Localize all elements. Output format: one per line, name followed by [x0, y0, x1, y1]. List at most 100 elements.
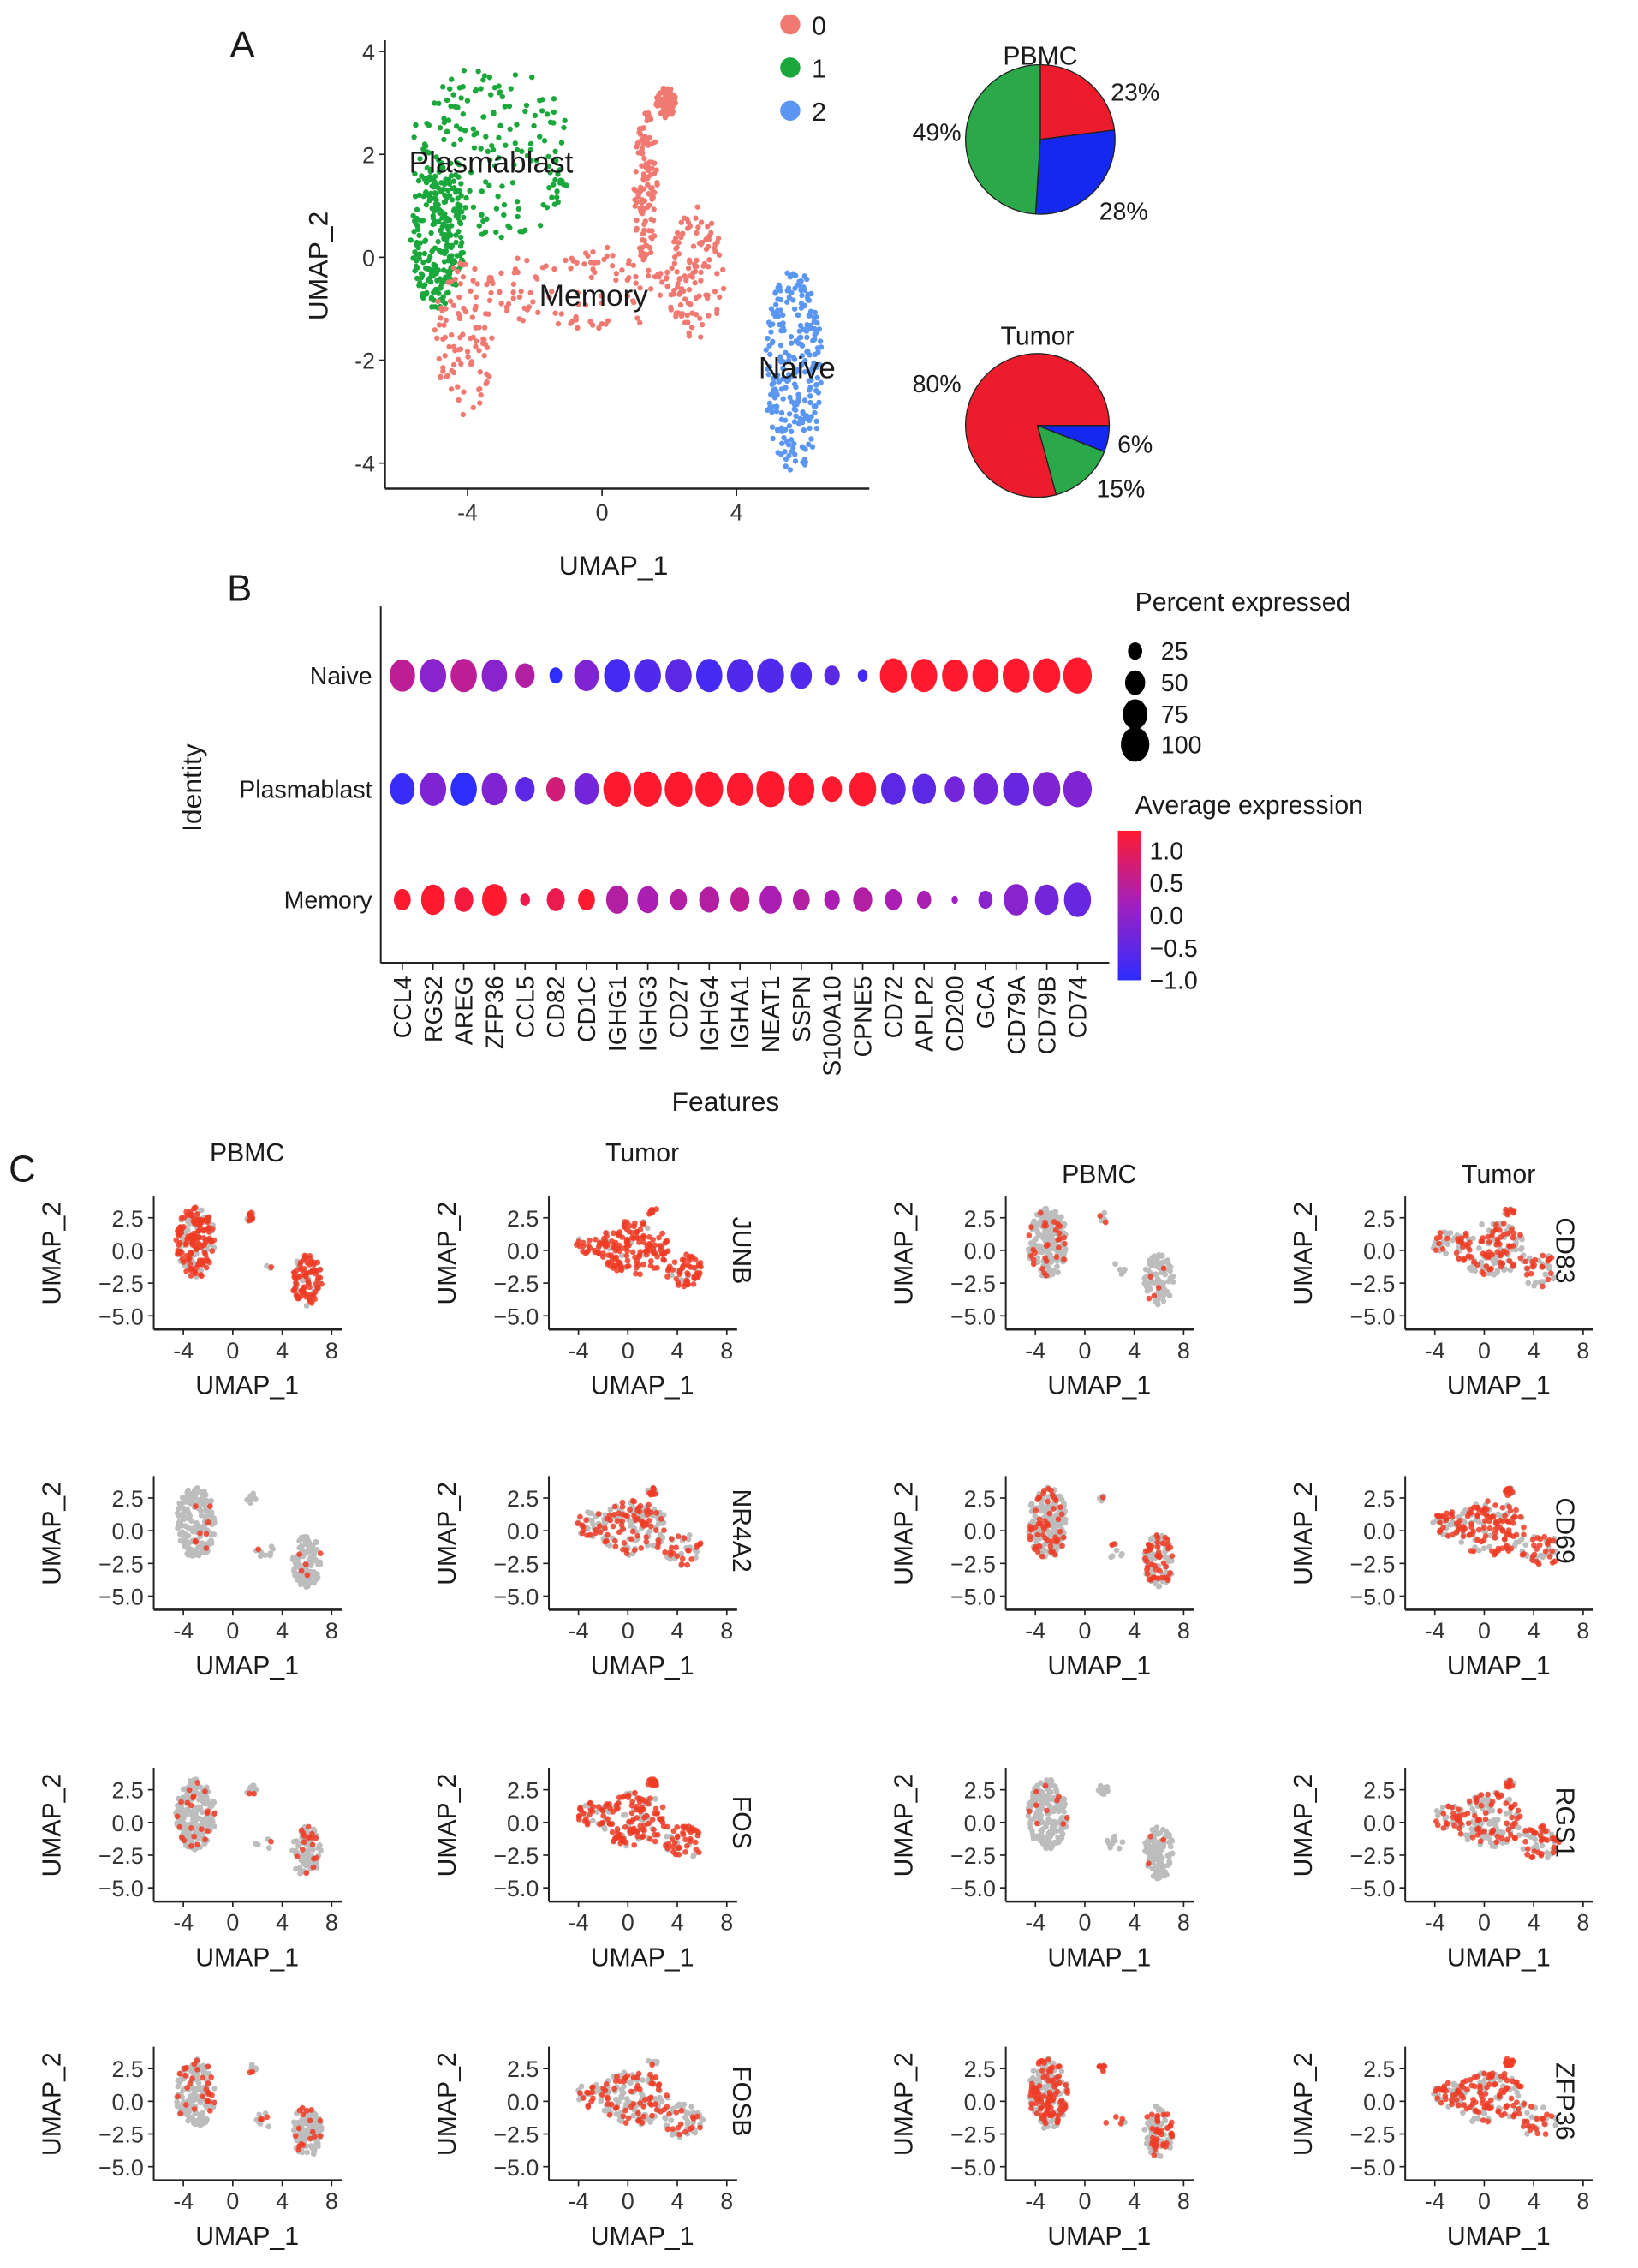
umap-point-cluster-0 [686, 257, 693, 263]
expressing-cell-point [685, 1271, 691, 1278]
umap-point-cluster-1 [420, 284, 426, 289]
umap-point-cluster-1 [487, 157, 493, 164]
cell-point [1146, 1280, 1152, 1287]
umap-point-cluster-0 [481, 325, 488, 331]
x-tick-label: 4 [671, 1618, 684, 1644]
expressing-cell-point [652, 1242, 658, 1249]
expressing-cell-point [1545, 1257, 1552, 1264]
umap-point-cluster-2 [799, 343, 806, 349]
expressing-cell-point [1516, 1813, 1523, 1820]
expressing-cell-point [1492, 1520, 1499, 1526]
umap-point-cluster-2 [777, 321, 783, 328]
umap-point-cluster-1 [460, 111, 467, 117]
cell-point [1031, 1242, 1038, 1248]
umap-point-cluster-1 [551, 109, 557, 116]
dot-memory-cpne5 [853, 887, 873, 912]
umap-point-cluster-1 [554, 194, 560, 200]
cell-point [1121, 1268, 1128, 1274]
expressing-cell-point [1521, 1550, 1527, 1557]
cell-point [1148, 1262, 1155, 1269]
y-tick-label: 2.5 [507, 1778, 539, 1804]
umap-point-cluster-1 [424, 149, 430, 155]
umap-point-cluster-0 [449, 331, 455, 338]
umap-point-cluster-0 [450, 265, 457, 271]
x-axis-label: UMAP_1 [1447, 1652, 1551, 1680]
umap-point-cluster-2 [785, 377, 792, 384]
umap-point-cluster-0 [716, 252, 723, 258]
umap-point-cluster-2 [804, 276, 810, 283]
expressing-cell-point [299, 1846, 306, 1853]
expressing-cell-point [1033, 1788, 1039, 1795]
umap-point-cluster-0 [458, 361, 464, 367]
expressing-cell-point [646, 1835, 653, 1842]
x-axis-label: UMAP_1 [1447, 1944, 1551, 1973]
umap-point-cluster-2 [791, 381, 798, 387]
umap-point-cluster-2 [781, 327, 787, 334]
expressing-cell-point [587, 1237, 593, 1244]
umap-point-cluster-2 [772, 386, 778, 392]
umap-point-cluster-0 [678, 285, 685, 292]
x-tick-label: -4 [1025, 1910, 1045, 1936]
expressing-cell-point [605, 1259, 611, 1266]
umap-point-cluster-2 [813, 403, 819, 409]
umap-point-cluster-2 [796, 335, 803, 341]
dot-plasmablast-cpne5 [849, 772, 877, 807]
umap-point-cluster-1 [446, 271, 453, 277]
expressing-cell-point [646, 1247, 653, 1254]
umap-point-cluster-2 [812, 337, 818, 343]
expressing-cell-point [1036, 1516, 1043, 1523]
expressing-cell-point [310, 1864, 317, 1871]
umap-point-cluster-0 [637, 285, 643, 291]
expressing-cell-point [1528, 1854, 1535, 1860]
expressing-cell-point [593, 1530, 599, 1537]
cell-point [1029, 1828, 1035, 1834]
umap-point-cluster-2 [788, 333, 795, 340]
umap-point-cluster-0 [521, 305, 527, 311]
umap-point-cluster-0 [510, 289, 516, 295]
umap-point-cluster-2 [782, 449, 788, 455]
cell-point [1525, 1280, 1532, 1286]
cell-point [317, 1842, 323, 1848]
umap-point-cluster-2 [768, 329, 774, 335]
expressing-cell-point [1549, 1548, 1556, 1555]
umap-point-cluster-0 [438, 315, 444, 321]
umap-point-cluster-0 [690, 270, 696, 276]
umap-point-cluster-2 [813, 382, 819, 388]
umap-point-cluster-2 [765, 335, 771, 342]
expressing-cell-point [612, 1537, 618, 1544]
expressing-cell-point [1027, 1523, 1033, 1530]
expressing-cell-point [1466, 1798, 1473, 1805]
expressing-cell-point [616, 1831, 623, 1838]
umap-point-cluster-2 [805, 348, 811, 355]
expressing-cell-point [1531, 1829, 1538, 1836]
umap-point-cluster-1 [511, 162, 517, 168]
expressing-cell-point [299, 1286, 306, 1293]
cell-point [1491, 1271, 1498, 1278]
expressing-cell-point [624, 1257, 631, 1264]
expressing-cell-point [192, 1204, 199, 1211]
expressing-cell-point [1504, 1836, 1510, 1843]
umap-point-cluster-1 [418, 271, 425, 277]
expressing-cell-point [595, 1804, 602, 1810]
cell-point [1035, 1808, 1041, 1814]
expressing-cell-point [1523, 1271, 1530, 1278]
umap-point-cluster-2 [787, 394, 793, 401]
dot-memory-ighg1 [605, 886, 628, 914]
y-tick-label: 0.0 [964, 1519, 996, 1544]
umap-point-cluster-1 [446, 181, 453, 187]
cell-point [184, 1806, 191, 1812]
cell-point [1146, 1286, 1152, 1293]
expressing-cell-point [1047, 1543, 1054, 1549]
expressing-cell-point [312, 1296, 319, 1303]
expressing-cell-point [1153, 1532, 1160, 1538]
expressing-cell-point [692, 1839, 699, 1846]
expressing-cell-point [612, 1835, 618, 1842]
expressing-cell-point [1478, 1792, 1485, 1798]
umap-point-cluster-0 [649, 165, 655, 171]
umap-point-cluster-1 [435, 238, 441, 245]
umap-point-cluster-1 [416, 251, 423, 257]
umap-point-cluster-1 [522, 108, 528, 115]
expressing-cell-point [1550, 1849, 1557, 1856]
umap-point-cluster-0 [634, 227, 640, 233]
cell-point [1160, 1292, 1167, 1298]
